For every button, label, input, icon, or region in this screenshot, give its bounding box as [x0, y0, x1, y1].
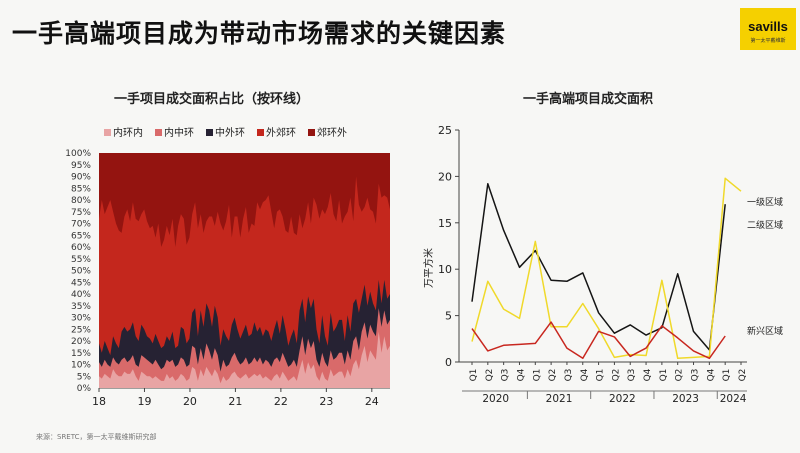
- page-title: 一手高端项目成为带动市场需求的关键因素: [12, 19, 507, 48]
- y-tick-label: 25: [438, 124, 452, 137]
- x-tick-label: Q1: [469, 369, 479, 382]
- y-axis-label: 万平方米: [422, 248, 435, 288]
- x-tick-label: Q3: [627, 369, 637, 382]
- logo-subtitle: 第一太平戴维斯: [750, 38, 786, 44]
- y-tick-label: 70%: [71, 220, 91, 230]
- x-tick-label: Q3: [691, 369, 701, 382]
- x-tick-label: Q1: [722, 369, 732, 382]
- y-tick-label: 25%: [71, 325, 91, 335]
- series-label: 一级区域: [747, 196, 783, 208]
- x-tick-label: Q4: [706, 368, 716, 381]
- y-tick-label: 30%: [71, 314, 91, 324]
- series-line-1: [471, 177, 742, 360]
- x-tick-label: Q1: [659, 369, 669, 382]
- x-tick-label: Q3: [501, 369, 511, 382]
- legend-swatch: [308, 129, 315, 136]
- y-tick-label: 15: [438, 217, 452, 230]
- legend-swatch: [206, 129, 213, 136]
- legend-label: 内中环: [164, 126, 194, 139]
- x-tick-label: Q2: [675, 369, 685, 382]
- y-tick-label: 10: [438, 263, 452, 276]
- legend-label: 外郊环: [266, 126, 296, 139]
- y-tick-label: 35%: [71, 302, 91, 312]
- legend-label: 中外环: [215, 126, 245, 139]
- stacked-area-chart: 0% 5%10% 15% 20% 25%30% 35% 40% 45%50% 55% 60% 65%…: [65, 126, 390, 408]
- logo-wordmark: savills: [748, 19, 788, 34]
- legend-swatch: [155, 129, 162, 136]
- x-tick-label: Q2: [485, 369, 495, 382]
- y-tick-label: 5: [445, 310, 452, 323]
- x-tick-label: 18: [92, 395, 106, 408]
- x-tick-label: 22: [274, 395, 288, 408]
- x-year-label: 2021: [546, 393, 573, 405]
- x-year-label: 2020: [482, 393, 509, 405]
- source-note: 来源：SRETC，第一太平戴维斯研究部: [36, 433, 157, 441]
- line-chart: 0 5 10 15 20 25 万平方米 Q1 Q2 Q3 Q4 Q1 Q2 Q3 Q4 Q1 Q2 Q3 Q4 Q1…: [422, 124, 783, 405]
- series-label: 新兴区域: [747, 325, 783, 337]
- left-chart-title: 一手项目成交面积占比（按环线）: [114, 92, 310, 107]
- x-tick-label: Q4: [516, 368, 526, 381]
- x-tick-label: 20: [183, 395, 197, 408]
- right-chart-title: 一手高端项目成交面积: [523, 92, 654, 107]
- y-tick-label: 95%: [71, 161, 91, 171]
- x-tick-label: 24: [365, 395, 379, 408]
- y-tick-label: 15%: [71, 349, 91, 359]
- legend-swatch: [104, 129, 111, 136]
- x-tick-label: Q2: [611, 369, 621, 382]
- x-tick-label: 21: [228, 395, 242, 408]
- x-tick-label: Q1: [532, 369, 542, 382]
- y-tick-label: 0%: [77, 384, 92, 394]
- x-tick-label: Q4: [580, 368, 590, 381]
- y-tick-label: 100%: [65, 149, 91, 159]
- x-tick-label: Q3: [564, 369, 574, 382]
- legend-label: 内环内: [113, 126, 143, 139]
- x-year-label: 2023: [672, 393, 699, 405]
- y-tick-label: 45%: [71, 278, 91, 288]
- y-tick-label: 5%: [77, 372, 92, 382]
- area-innerMid: [99, 308, 390, 388]
- y-tick-label: 85%: [71, 184, 91, 194]
- legend-label: 郊环外: [317, 126, 347, 139]
- legend-swatch: [257, 129, 264, 136]
- series-line-0: [471, 183, 726, 351]
- y-tick-label: 0: [445, 356, 452, 369]
- y-tick-label: 60%: [71, 243, 91, 253]
- x-tick-label: 23: [319, 395, 333, 408]
- x-tick-label: Q2: [738, 369, 748, 382]
- y-tick-label: 65%: [71, 231, 91, 241]
- y-tick-label: 55%: [71, 255, 91, 265]
- x-tick-label: 19: [137, 395, 151, 408]
- x-tick-label: Q2: [548, 369, 558, 382]
- y-tick-label: 80%: [71, 196, 91, 206]
- x-year-label: 2022: [609, 393, 636, 405]
- x-tick-label: Q1: [596, 369, 606, 382]
- y-tick-label: 75%: [71, 208, 91, 218]
- y-tick-label: 90%: [71, 173, 91, 183]
- y-tick-label: 20%: [71, 337, 91, 347]
- area-inner: [99, 331, 390, 388]
- y-tick-label: 40%: [71, 290, 91, 300]
- savills-logo: savills 第一太平戴维斯: [740, 8, 796, 50]
- y-tick-label: 10%: [71, 361, 91, 371]
- series-label: 二级区域: [747, 219, 783, 231]
- y-tick-label: 20: [438, 170, 452, 183]
- x-year-label: 2024: [720, 393, 747, 405]
- series-line-2: [471, 321, 726, 360]
- x-tick-label: Q4: [643, 368, 653, 381]
- y-tick-label: 50%: [71, 267, 91, 277]
